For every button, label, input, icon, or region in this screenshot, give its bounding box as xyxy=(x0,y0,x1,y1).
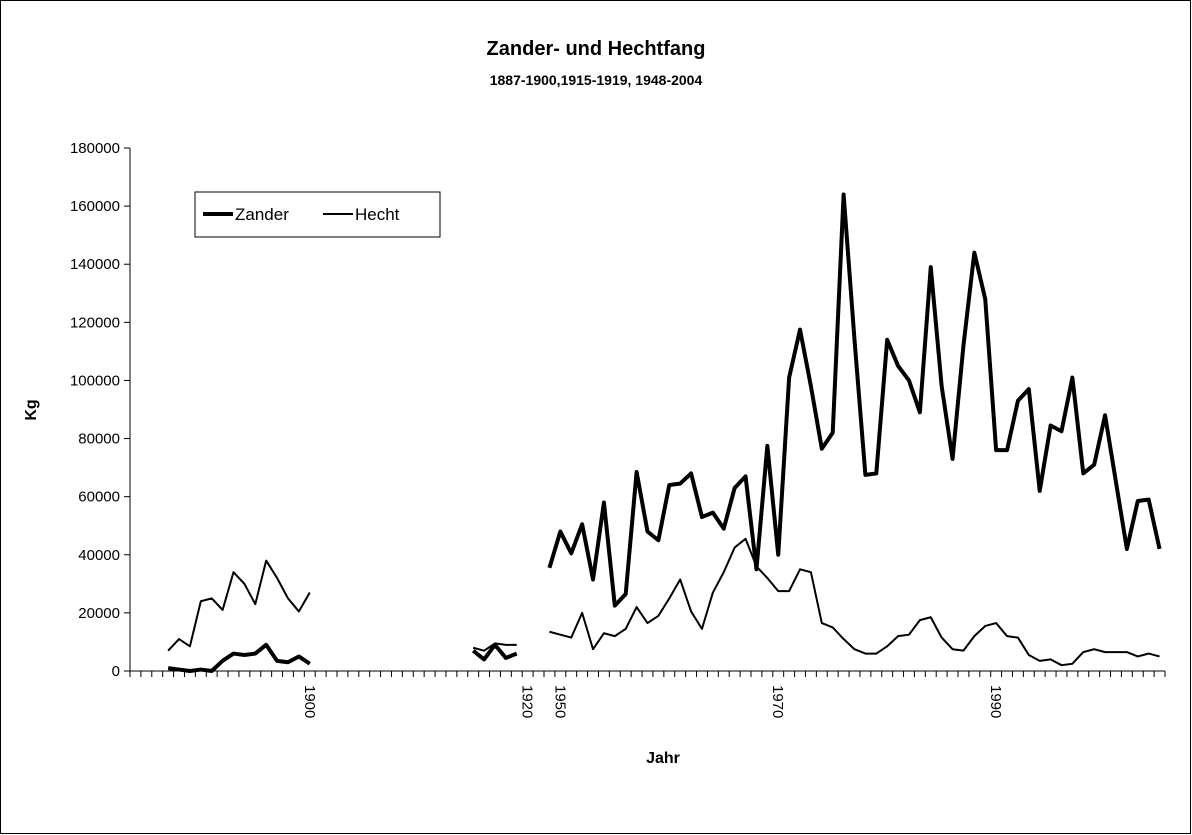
legend-label: Zander xyxy=(235,205,289,224)
y-tick-label: 60000 xyxy=(78,489,120,506)
y-axis-label: Kg xyxy=(23,399,40,420)
x-tick-label: 1950 xyxy=(551,685,568,718)
x-tick-label: 1970 xyxy=(769,685,786,718)
y-tick-label: 80000 xyxy=(78,431,120,448)
y-tick-label: 0 xyxy=(112,663,120,680)
y-tick-label: 120000 xyxy=(70,314,120,331)
x-tick-label: 1920 xyxy=(519,685,536,718)
x-tick-label: 1900 xyxy=(301,685,318,718)
legend-box xyxy=(194,191,441,238)
legend-label: Hecht xyxy=(355,205,400,224)
y-tick-label: 20000 xyxy=(78,605,120,622)
x-axis-label: Jahr xyxy=(646,750,680,767)
y-tick-label: 140000 xyxy=(70,256,120,273)
y-tick-label: 40000 xyxy=(78,547,120,564)
line-series xyxy=(167,192,1162,673)
chart-subtitle: 1887-1900,1915-1919, 1948-2004 xyxy=(490,72,703,88)
y-tick-label: 100000 xyxy=(70,372,120,389)
y-tick-label: 160000 xyxy=(70,198,120,215)
x-tick-label: 1990 xyxy=(987,685,1004,718)
chart-title: Zander- und Hechtfang xyxy=(487,38,706,60)
y-tick-label: 180000 xyxy=(70,140,120,157)
line-series xyxy=(167,537,1160,667)
